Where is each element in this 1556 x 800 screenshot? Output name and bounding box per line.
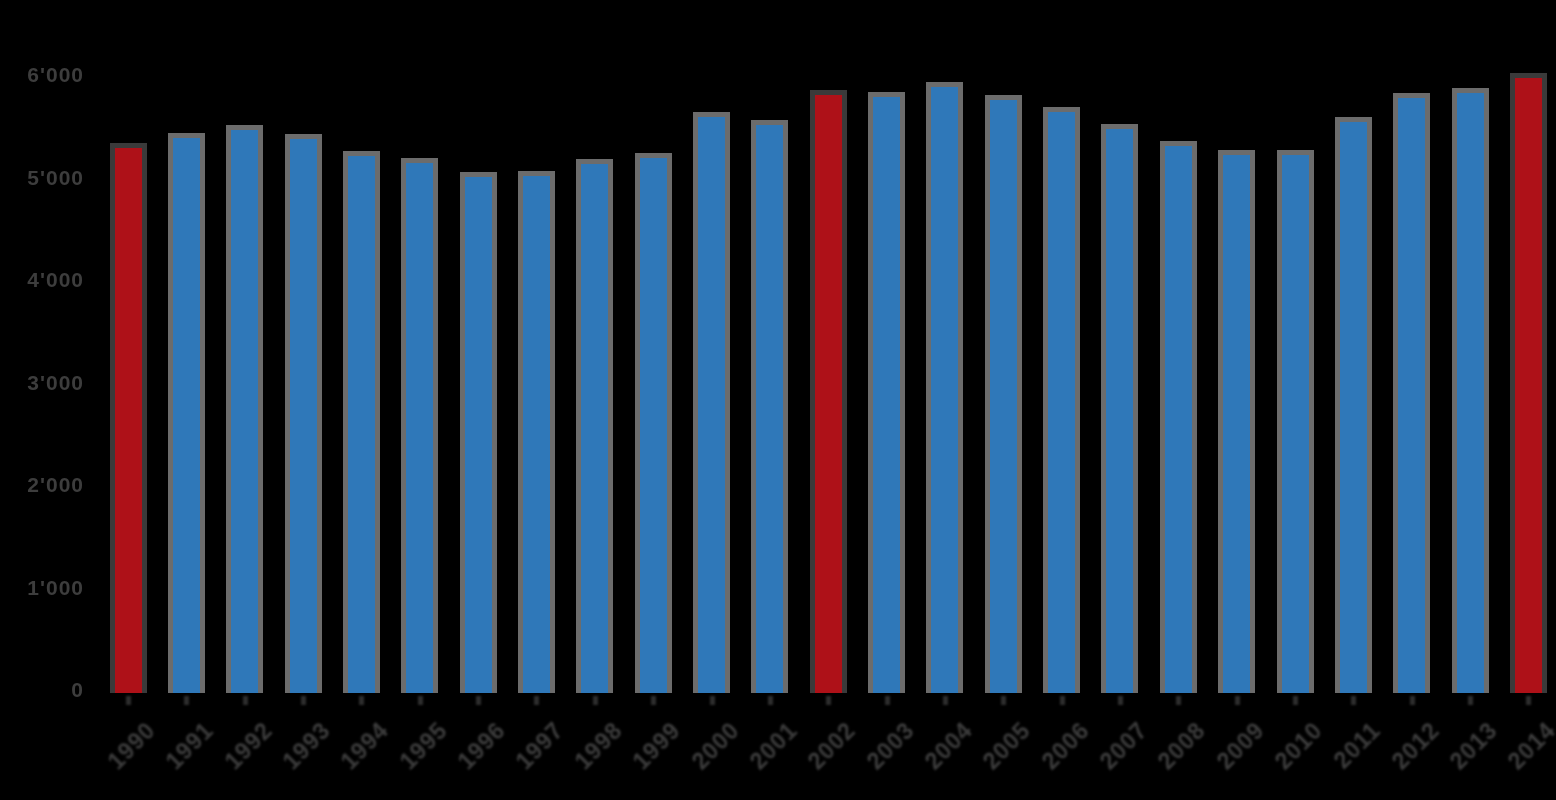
bar-2011 bbox=[1335, 117, 1372, 693]
bar-fill bbox=[1223, 155, 1250, 693]
bar-fill bbox=[756, 125, 783, 693]
x-axis-tick-mark bbox=[476, 696, 481, 705]
x-axis-tick-mark bbox=[885, 696, 890, 705]
bar-fill bbox=[290, 139, 317, 693]
x-axis-tick-mark bbox=[1293, 696, 1298, 705]
bar-1999 bbox=[635, 153, 672, 693]
x-axis-tick-mark bbox=[534, 696, 539, 705]
bar-chart: 6'0005'0004'0003'0002'0001'0000199019911… bbox=[0, 0, 1556, 800]
bar-2001 bbox=[751, 120, 788, 693]
bar-fill bbox=[990, 100, 1017, 693]
x-axis-tick-mark bbox=[593, 696, 598, 705]
bar-2013 bbox=[1452, 88, 1489, 693]
x-axis-tick-mark bbox=[1351, 696, 1356, 705]
bar-1997 bbox=[518, 171, 555, 693]
bar-1998 bbox=[576, 159, 613, 693]
x-axis-tick-mark bbox=[826, 696, 831, 705]
x-axis-tick-mark bbox=[1060, 696, 1065, 705]
y-axis-tick-label: 5'000 bbox=[0, 166, 84, 190]
x-axis-tick-mark bbox=[184, 696, 189, 705]
bar-fill bbox=[1398, 98, 1425, 693]
x-axis-tick-mark bbox=[710, 696, 715, 705]
bar-fill bbox=[406, 163, 433, 693]
bar-2000 bbox=[693, 112, 730, 693]
bar-fill bbox=[1165, 146, 1192, 693]
x-axis-tick-mark bbox=[651, 696, 656, 705]
bar-fill bbox=[348, 156, 375, 693]
x-axis-tick-mark bbox=[126, 696, 131, 705]
bar-fill bbox=[1340, 122, 1367, 693]
bar-fill bbox=[873, 97, 900, 693]
bar-2004 bbox=[926, 82, 963, 693]
bar-1990-highlighted bbox=[110, 143, 147, 693]
x-axis-tick-mark bbox=[1176, 696, 1181, 705]
bar-1994 bbox=[343, 151, 380, 693]
bar-fill bbox=[1457, 93, 1484, 693]
x-axis-tick-mark bbox=[768, 696, 773, 705]
x-axis-tick-mark bbox=[943, 696, 948, 705]
x-axis-tick-mark bbox=[1235, 696, 1240, 705]
bar-2014-highlighted bbox=[1510, 73, 1547, 693]
x-axis-tick-mark bbox=[1410, 696, 1415, 705]
x-axis-tick-mark bbox=[1526, 696, 1531, 705]
bar-2012 bbox=[1393, 93, 1430, 693]
bar-fill bbox=[231, 130, 258, 693]
bar-fill bbox=[1282, 155, 1309, 693]
bar-fill bbox=[1106, 129, 1133, 693]
bar-1992 bbox=[226, 125, 263, 693]
bar-fill bbox=[581, 164, 608, 693]
plot-area: 6'0005'0004'0003'0002'0001'0000199019911… bbox=[0, 0, 1556, 800]
bar-2002-highlighted bbox=[810, 90, 847, 693]
bar-fill bbox=[115, 148, 142, 693]
y-axis-tick-label: 6'000 bbox=[0, 63, 84, 87]
x-axis-tick-mark bbox=[1468, 696, 1473, 705]
x-axis-tick-mark bbox=[359, 696, 364, 705]
bar-fill bbox=[931, 87, 958, 693]
x-axis-tick-mark bbox=[243, 696, 248, 705]
y-axis-tick-label: 1'000 bbox=[0, 576, 84, 600]
bar-fill bbox=[698, 117, 725, 693]
bar-1995 bbox=[401, 158, 438, 693]
x-axis-tick-mark bbox=[1001, 696, 1006, 705]
y-axis-tick-label: 3'000 bbox=[0, 371, 84, 395]
y-axis-tick-label: 0 bbox=[0, 678, 84, 702]
bar-fill bbox=[523, 176, 550, 693]
bar-fill bbox=[173, 138, 200, 693]
bar-1991 bbox=[168, 133, 205, 693]
bar-fill bbox=[1515, 78, 1542, 693]
bar-2010 bbox=[1277, 150, 1314, 693]
x-axis-tick-mark bbox=[418, 696, 423, 705]
y-axis-tick-label: 2'000 bbox=[0, 473, 84, 497]
bar-2008 bbox=[1160, 141, 1197, 693]
y-axis-tick-label: 4'000 bbox=[0, 268, 84, 292]
bar-1993 bbox=[285, 134, 322, 693]
bar-fill bbox=[1048, 112, 1075, 693]
bar-2006 bbox=[1043, 107, 1080, 693]
bar-2003 bbox=[868, 92, 905, 693]
x-axis-tick-mark bbox=[1118, 696, 1123, 705]
bar-fill bbox=[465, 177, 492, 693]
bar-2005 bbox=[985, 95, 1022, 693]
bar-2007 bbox=[1101, 124, 1138, 693]
bar-2009 bbox=[1218, 150, 1255, 693]
x-axis-tick-mark bbox=[301, 696, 306, 705]
bar-fill bbox=[815, 95, 842, 693]
bar-1996 bbox=[460, 172, 497, 693]
bar-fill bbox=[640, 158, 667, 693]
